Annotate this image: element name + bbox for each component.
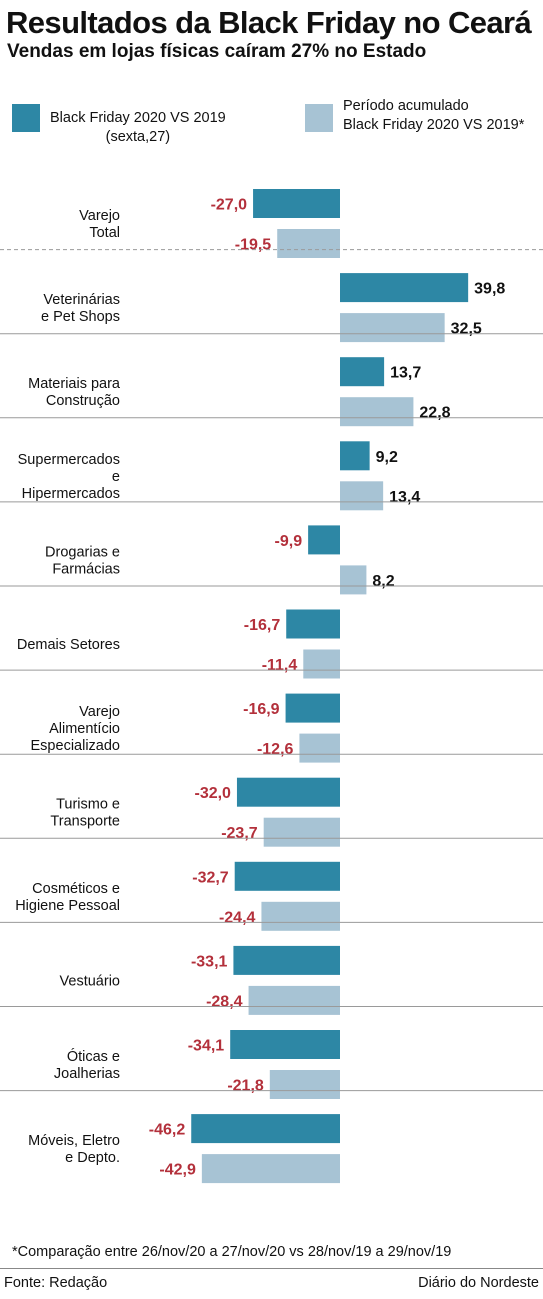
bar-series2 <box>261 901 340 931</box>
chart-title: Resultados da Black Friday no Ceará <box>6 5 532 40</box>
data-label: -27,0 <box>211 197 248 214</box>
bar-series1 <box>234 861 340 891</box>
category-label: Transporte <box>50 814 120 830</box>
category-label: Hipermercados <box>22 486 120 502</box>
data-label: -19,5 <box>235 237 272 254</box>
data-label: -21,8 <box>227 1078 264 1095</box>
data-label: -23,7 <box>221 825 258 842</box>
legend-label-series1: Black Friday 2020 VS 2019 (sexta,27) <box>50 109 226 147</box>
data-label: 39,8 <box>474 281 505 298</box>
legend-swatch-series2 <box>305 104 333 132</box>
category-label: Total <box>89 225 120 241</box>
bar-series2 <box>340 565 367 595</box>
bar-series2 <box>303 649 340 679</box>
data-label: -42,9 <box>159 1162 196 1179</box>
category-label: Veterinárias <box>43 292 120 308</box>
footnote: *Comparação entre 26/nov/20 a 27/nov/20 … <box>12 1244 452 1260</box>
data-label: -32,7 <box>192 869 229 886</box>
data-label: -11,4 <box>262 657 298 674</box>
data-label: -24,4 <box>219 909 256 926</box>
data-label: -16,7 <box>244 617 281 634</box>
bar-series1 <box>308 525 340 555</box>
category-label: Óticas e <box>67 1048 120 1065</box>
bar-series2 <box>263 817 340 847</box>
bar-series1 <box>340 273 469 303</box>
category-label: Demais Setores <box>17 637 120 653</box>
legend-series2-line1: Período acumulado <box>343 98 469 114</box>
bar-series2 <box>340 481 384 511</box>
chart-subtitle: Vendas em lojas físicas caíram 27% no Es… <box>7 41 427 62</box>
data-label: 32,5 <box>451 321 482 338</box>
bar-series2 <box>299 733 340 763</box>
data-label: -28,4 <box>206 993 243 1010</box>
category-label: Varejo <box>79 208 120 224</box>
legend-series1-line2: (sexta,27) <box>105 129 171 145</box>
data-label: -32,0 <box>194 785 231 802</box>
category-label: Cosméticos e <box>32 881 120 897</box>
bar-series1 <box>233 945 340 975</box>
bar-series2 <box>248 985 340 1015</box>
legend-swatch-series1 <box>12 104 40 132</box>
category-label: e Pet Shops <box>41 309 120 325</box>
category-label: Especializado <box>31 738 120 754</box>
category-label: Alimentício <box>49 721 120 737</box>
data-label: -16,9 <box>243 701 280 718</box>
category-label: Drogarias e <box>45 544 120 560</box>
category-label: Construção <box>46 393 120 409</box>
legend-series2-line2: Black Friday 2020 VS 2019* <box>343 117 525 133</box>
data-label: 8,2 <box>372 573 394 590</box>
category-label: Supermercados <box>18 452 120 468</box>
category-label: Higiene Pessoal <box>15 898 120 914</box>
bar-series2 <box>269 1070 340 1099</box>
data-label: 9,2 <box>376 449 398 466</box>
data-label: -12,6 <box>257 741 294 758</box>
bar-series1 <box>253 189 340 218</box>
bar-series1 <box>340 441 370 471</box>
data-label: -9,9 <box>275 533 303 550</box>
bar-series1 <box>230 1030 340 1059</box>
category-label: Joalherias <box>54 1066 120 1082</box>
legend-label-series2: Período acumulado Black Friday 2020 VS 2… <box>343 97 524 135</box>
category-label: Farmácias <box>52 561 120 577</box>
category-label: Vestuário <box>60 973 120 989</box>
publisher-credit: Diário do Nordeste <box>418 1275 539 1291</box>
category-label: Varejo <box>79 704 120 720</box>
bar-series1 <box>191 1114 340 1144</box>
data-label: -46,2 <box>149 1122 186 1139</box>
category-label: e <box>112 469 120 485</box>
bar-series2 <box>340 313 445 343</box>
category-label: Móveis, Eletro <box>28 1133 120 1149</box>
data-label: -33,1 <box>191 953 228 970</box>
data-label: -34,1 <box>188 1038 225 1055</box>
bar-series2 <box>340 397 414 427</box>
bar-series1 <box>286 609 340 639</box>
category-label: Turismo e <box>56 797 120 813</box>
data-label: 22,8 <box>419 405 450 422</box>
bar-series1 <box>236 777 340 807</box>
category-label: Materiais para <box>28 376 121 392</box>
source-credit: Fonte: Redação <box>4 1275 108 1291</box>
footer-divider <box>0 1268 543 1269</box>
legend-series1-line1: Black Friday 2020 VS 2019 <box>50 110 226 126</box>
bar-series1 <box>285 693 340 723</box>
data-label: 13,4 <box>389 489 420 506</box>
bar-series2 <box>201 1154 340 1184</box>
bar-series2 <box>277 229 340 258</box>
data-label: 13,7 <box>390 365 421 382</box>
category-label: e Depto. <box>65 1150 120 1166</box>
bar-series1 <box>340 357 385 387</box>
